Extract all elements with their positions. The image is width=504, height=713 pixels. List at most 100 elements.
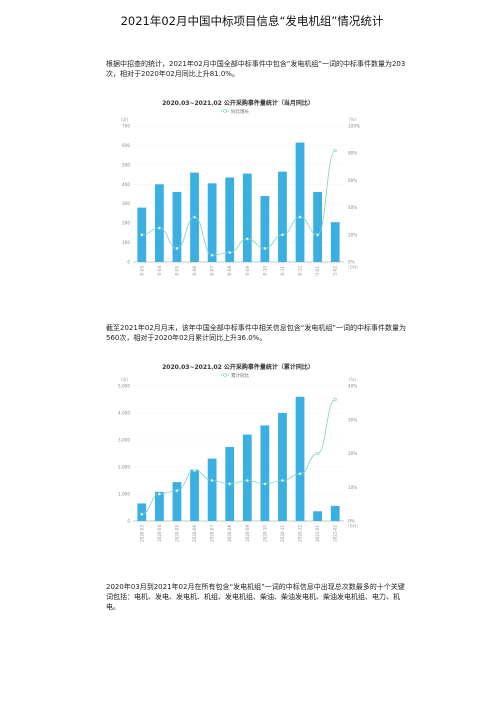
x-axis-unit: (日月) (348, 523, 359, 528)
x-tick-label: 2020-09 (245, 525, 250, 542)
x-tick-label: 2020-09 (245, 266, 250, 276)
series-point (192, 215, 197, 219)
y-tick-label: 500 (122, 162, 130, 167)
bar (278, 413, 287, 521)
y2-tick-label: 40% (348, 384, 357, 389)
bar (172, 482, 182, 521)
series-point (298, 472, 302, 476)
series-point (157, 226, 161, 230)
series-point (228, 482, 232, 486)
legend-label: 累计同比 (231, 372, 249, 379)
x-tick-label: 2020-11 (280, 525, 285, 542)
bar (154, 184, 164, 262)
y-tick-label: 5,000 (118, 384, 130, 389)
x-tick-label: 2020-07 (210, 525, 215, 542)
y-tick-label: 200 (122, 221, 130, 226)
paragraph-keywords: 2020年03月到2021年02月在所有包含“发电机组”一词的中标信息中出现总次… (106, 583, 405, 611)
bar (154, 491, 164, 521)
x-tick-label: 2020-08 (227, 266, 232, 276)
x-tick-label: 2020-12 (298, 525, 303, 542)
series-point (316, 233, 320, 237)
y-tick-label: 700 (122, 124, 130, 129)
bar (207, 458, 217, 521)
bar (278, 171, 287, 262)
paragraph-cumulative: 截至2021年02月月末，该年中国全部中标事件中相关信息包含“发电机组”一词的中… (106, 324, 406, 342)
chart-title: 2020.03~2021.02 公开采购事件量统计（累计同比） (162, 363, 314, 371)
bar (137, 503, 147, 521)
x-tick-label: 2020-12 (298, 266, 303, 276)
y-tick-label: 0 (127, 519, 130, 524)
y2-tick-label: 20% (348, 451, 357, 456)
bar (260, 195, 270, 262)
x-tick-label: 2020-06 (192, 525, 197, 542)
y2-tick-label: 40% (348, 205, 357, 210)
x-axis-unit: (日月) (348, 264, 359, 269)
bar (295, 396, 305, 521)
legend-label: 同比增长 (231, 108, 249, 115)
series-point (316, 451, 320, 456)
bar (190, 469, 199, 521)
x-tick-label: 2020-05 (174, 525, 179, 542)
x-tick-label: 2020-06 (192, 266, 197, 276)
x-tick-label: 2020-07 (210, 266, 215, 276)
bar (172, 192, 182, 262)
series-line (141, 399, 336, 515)
y-tick-label: 600 (122, 143, 130, 148)
series-point (298, 215, 302, 219)
y2-axis-unit: (%) (349, 117, 356, 122)
bar (295, 142, 305, 262)
monthly-chart: 2020.03~2021.02 公开采购事件量统计（当月同比）同比增长 (次) (%… (121, 99, 360, 276)
y2-tick-label: 10% (348, 485, 357, 490)
series-point (245, 237, 249, 241)
y-tick-label: 2,000 (118, 465, 130, 470)
x-tick-label: 2021-02 (333, 266, 338, 276)
legend-marker (223, 373, 227, 377)
series-point (157, 492, 161, 496)
series-point (175, 246, 179, 250)
series-point (263, 246, 267, 250)
y2-tick-label: 60% (348, 178, 357, 183)
y2-tick-label: 30% (348, 417, 357, 422)
x-tick-label: 2021-01 (315, 266, 320, 276)
y-tick-label: 1,000 (118, 492, 130, 497)
series-point (210, 253, 214, 257)
y-tick-label: 100 (122, 240, 130, 245)
bar (242, 434, 252, 521)
series-point (228, 250, 232, 255)
series-point (245, 478, 249, 483)
document-title: 2021年02月中国中标项目信息“发电机组”情况统计 (120, 14, 384, 28)
x-tick-label: 2020-03 (139, 266, 144, 276)
series-point (140, 512, 144, 516)
y-tick-label: 0 (127, 260, 130, 265)
x-tick-label: 2020-05 (174, 266, 179, 276)
y-tick-label: 400 (122, 182, 130, 187)
series-point (333, 148, 337, 153)
series-point (210, 478, 214, 483)
series-point (333, 397, 337, 402)
series-point (192, 468, 197, 472)
series-point (175, 489, 179, 493)
y2-axis-unit: (%) (349, 377, 356, 382)
y2-tick-label: 0% (348, 260, 355, 265)
cumulative-chart: 2020.03~2021.02 公开采购事件量统计（累计同比）累计同比 (次) (%… (118, 363, 359, 542)
y2-tick-label: 80% (348, 151, 357, 156)
y2-tick-label: 0% (348, 519, 355, 524)
y-tick-label: 4,000 (118, 411, 130, 416)
series-point (280, 233, 285, 237)
y2-tick-label: 100% (348, 124, 360, 129)
bar (225, 177, 235, 262)
paragraph-monthly: 根据中招查的统计，2021年02月中国全部中标事件中包含“发电机组”一词的中标事… (106, 60, 406, 78)
bar (330, 222, 340, 262)
x-tick-label: 2020-10 (262, 266, 267, 276)
bar (330, 505, 340, 521)
bar (242, 173, 252, 262)
y-axis-unit: (次) (121, 376, 129, 382)
x-tick-label: 2020-08 (227, 525, 232, 542)
series-point (263, 482, 267, 486)
y-axis-unit: (次) (121, 116, 129, 122)
legend-marker (223, 109, 227, 113)
x-tick-label: 2021-01 (315, 525, 320, 542)
x-tick-label: 2020-04 (157, 525, 162, 542)
bar (313, 192, 323, 262)
y-tick-label: 300 (122, 201, 130, 206)
